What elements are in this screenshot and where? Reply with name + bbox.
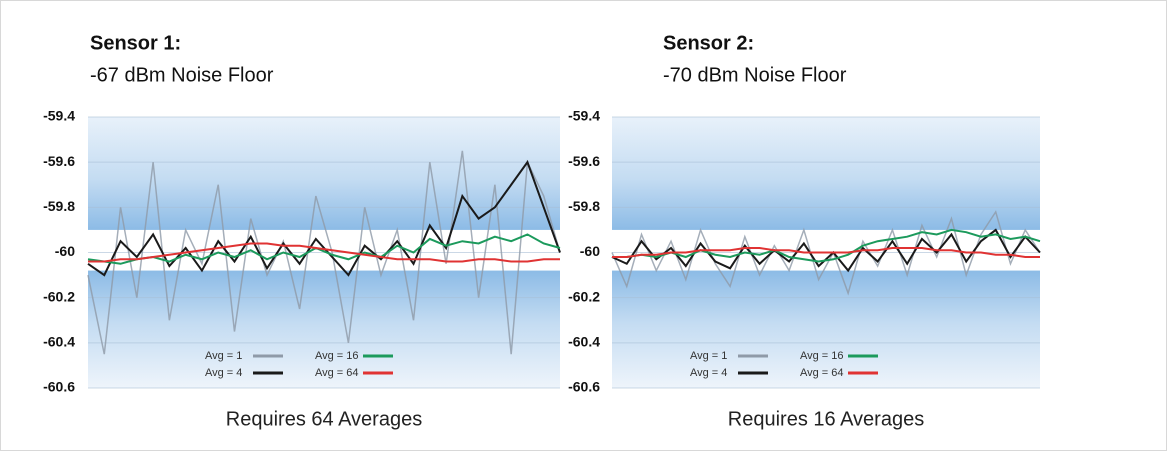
y-tick-label: -59.8 [43, 198, 75, 214]
chart-caption: Requires 64 Averages [226, 408, 422, 430]
band-top [612, 117, 1040, 230]
legend-label: Avg = 1 [205, 350, 242, 362]
legend-label: Avg = 16 [800, 350, 844, 362]
y-tick-label: -60 [55, 243, 75, 259]
y-tick-label: -59.6 [43, 153, 75, 169]
y-tick-label: -59.4 [568, 108, 600, 124]
series-line [87, 150, 561, 355]
y-tick-label: -60.2 [43, 288, 75, 304]
series-line [611, 210, 1041, 296]
chart-title: Sensor 1: [90, 32, 181, 54]
series-line [87, 233, 561, 265]
series-line [612, 246, 1040, 259]
series-line [88, 242, 560, 263]
y-tick-label: -59.4 [43, 108, 75, 124]
y-tick-label: -60.6 [43, 379, 75, 395]
chart-title: Sensor 2: [663, 32, 754, 54]
legend-label: Avg = 16 [315, 350, 359, 362]
legend-label: Avg = 1 [690, 350, 727, 362]
chart-caption: Requires 16 Averages [728, 408, 924, 430]
band-bottom [612, 270, 1040, 388]
series-line [611, 228, 1041, 273]
legend-label: Avg = 4 [205, 367, 242, 379]
y-tick-label: -59.6 [568, 153, 600, 169]
band-top [88, 117, 560, 230]
series-line [612, 228, 1041, 263]
legend-label: Avg = 4 [690, 367, 727, 379]
chart-subtitle: -67 dBm Noise Floor [90, 64, 274, 86]
y-tick-label: -60.4 [43, 334, 75, 350]
legend-label: Avg = 64 [800, 367, 844, 379]
y-tick-label: -60.6 [568, 379, 600, 395]
y-tick-label: -60.2 [568, 288, 600, 304]
legend-label: Avg = 64 [315, 367, 359, 379]
chart-subtitle: -70 dBm Noise Floor [663, 64, 847, 86]
y-tick-label: -60 [580, 243, 600, 259]
y-tick-label: -60.4 [568, 334, 600, 350]
y-tick-label: -59.8 [568, 198, 600, 214]
